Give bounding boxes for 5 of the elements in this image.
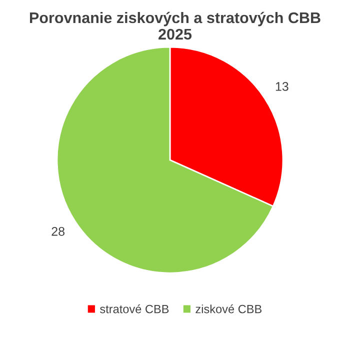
legend-label: stratové CBB: [100, 304, 169, 314]
chart-title: Porovnanie ziskových a stratových CBB 2025: [30, 12, 320, 40]
data-label: 13: [276, 82, 288, 91]
data-label: 28: [52, 226, 64, 236]
legend-label: ziskové CBB: [196, 304, 262, 314]
